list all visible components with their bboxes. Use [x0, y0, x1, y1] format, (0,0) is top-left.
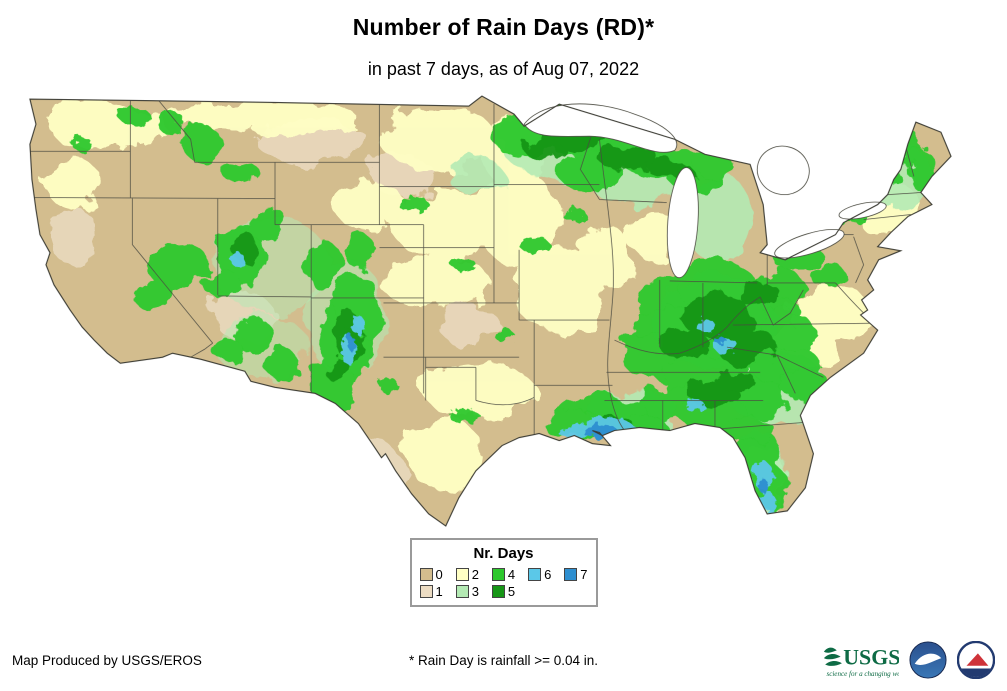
legend-item-3: 3	[455, 583, 479, 599]
page-title: Number of Rain Days (RD)*	[352, 14, 655, 40]
legend-label-6: 6	[544, 566, 552, 582]
agency-logos: USGS science for a changing world	[821, 640, 995, 680]
legend-label-2: 2	[471, 566, 479, 582]
usgs-tagline-svg: science for a changing world	[826, 670, 899, 678]
legend-title: Nr. Days	[473, 545, 534, 562]
us-rain-days-map	[28, 95, 952, 527]
legend-item-4: 4	[491, 566, 516, 582]
legend-swatch-2	[455, 567, 469, 581]
lake-superior	[523, 103, 677, 153]
credit-text: Map Produced by USGS/EROS	[12, 652, 202, 668]
legend-swatch-0	[419, 567, 433, 581]
legend-label-3: 3	[471, 583, 479, 599]
lake-huron	[756, 145, 810, 196]
legend-item-1: 1	[419, 583, 443, 599]
legend-swatch-6	[528, 567, 542, 581]
legend-label-0: 0	[435, 566, 443, 582]
legend-item-6: 6	[528, 567, 551, 581]
lake-erie	[773, 229, 844, 259]
legend-item-0: 0	[419, 566, 443, 582]
page-subtitle: in past 7 days, as of Aug 07, 2022	[367, 59, 640, 79]
nws-logo	[957, 641, 995, 679]
footer: Map Produced by USGS/EROS * Rain Day is …	[0, 637, 1007, 683]
map-container	[0, 84, 1007, 536]
legend-grid: 0 1 2 3 4 5	[419, 566, 588, 599]
legend-label-5: 5	[507, 583, 516, 599]
great-lakes	[523, 103, 887, 279]
legend-label-4: 4	[507, 566, 516, 582]
legend-swatch-1	[419, 584, 433, 598]
svg-text:USGS: USGS	[843, 645, 899, 670]
legend-swatch-4	[491, 567, 505, 581]
legend-swatch-7	[564, 567, 578, 581]
legend-label-1: 1	[435, 583, 443, 599]
lake-michigan	[666, 167, 699, 279]
legend-label-7: 7	[580, 566, 588, 582]
legend-item-2: 2	[455, 566, 479, 582]
legend-item-5: 5	[491, 583, 516, 599]
legend-item-7: 7	[564, 567, 587, 581]
legend-box: Nr. Days 0 1 2 3 4	[409, 538, 598, 607]
noaa-logo	[909, 641, 947, 679]
state-borders	[29, 98, 921, 456]
usgs-logo: USGS science for a changing world	[823, 645, 899, 678]
legend-swatch-3	[455, 584, 469, 598]
legend-swatch-5	[491, 584, 505, 598]
us-outline	[28, 95, 952, 527]
